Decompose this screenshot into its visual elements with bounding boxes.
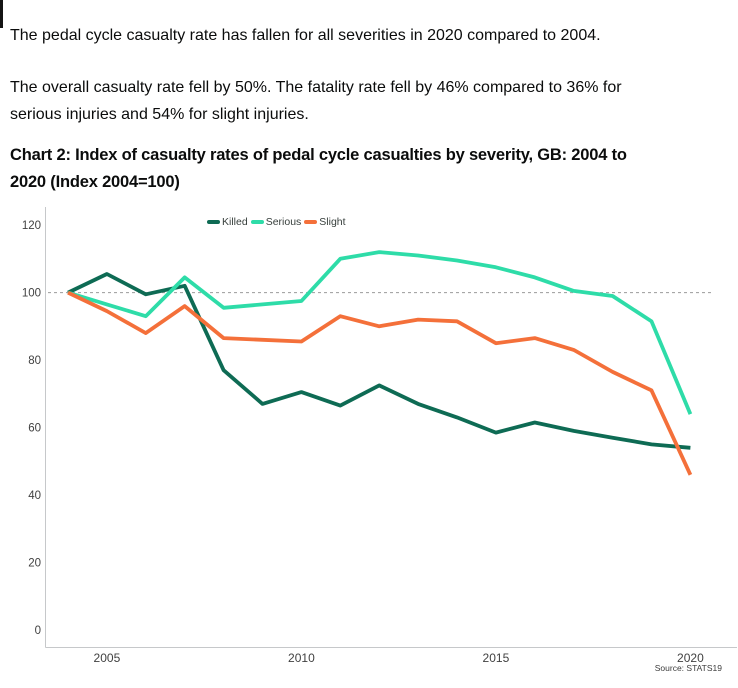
x-tick-label: 2005 (94, 651, 121, 665)
series-line-slight (67, 290, 693, 476)
intro-paragraph-1: The pedal cycle casualty rate has fallen… (10, 27, 601, 44)
legend-swatch-serious (250, 220, 264, 224)
legend-label-slight: Slight (319, 216, 346, 228)
line-chart-canvas: 0 20 40 60 80 100 120 2005 2010 2015 2020 (22, 207, 737, 665)
legend-label-killed: Killed (222, 216, 248, 228)
casualty-rate-index-chart: Killed Serious Slight 0 20 40 60 80 100 120 2005 2… (0, 193, 738, 683)
legend-item-slight: Slight (304, 216, 346, 228)
chart-legend: Killed Serious Slight (207, 216, 349, 228)
y-tick-label: 120 (22, 220, 41, 232)
legend-label-serious: Serious (265, 216, 302, 228)
left-edge-bar (0, 0, 3, 28)
legend-item-killed: Killed (207, 216, 248, 228)
intro-paragraph-2: The overall casualty rate fell by 50%. T… (10, 74, 622, 128)
y-tick-label: 0 (35, 625, 41, 637)
intro-paragraph-2-line-1: The overall casualty rate fell by 50%. T… (10, 79, 622, 96)
y-tick-label: 100 (22, 288, 41, 300)
x-tick-label: 2015 (483, 651, 510, 665)
legend-item-serious: Serious (250, 216, 302, 228)
y-tick-label: 80 (28, 355, 41, 367)
x-tick-label: 2010 (288, 651, 315, 665)
y-tick-label: 40 (28, 490, 41, 502)
y-tick-label: 20 (28, 558, 41, 570)
chart-title-line-2: 2020 (Index 2004=100) (10, 172, 180, 191)
x-tick-label: 2020 (677, 651, 704, 665)
y-tick-label: 60 (28, 423, 41, 435)
chart-title-line-1: Chart 2: Index of casualty rates of peda… (10, 145, 627, 164)
legend-swatch-slight (304, 220, 318, 224)
legend-swatch-killed (207, 220, 220, 224)
series-line-serious (67, 250, 693, 415)
source-note: Source: STATS19 (654, 663, 722, 673)
intro-paragraph-2-line-2: serious injuries and 54% for slight inju… (10, 106, 309, 123)
chart-title: Chart 2: Index of casualty rates of peda… (10, 142, 627, 196)
